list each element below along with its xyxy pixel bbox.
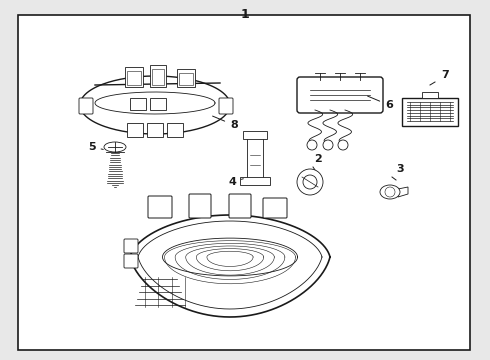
Text: 4: 4	[228, 177, 244, 187]
Bar	[127, 71, 141, 85]
Ellipse shape	[380, 185, 400, 199]
Circle shape	[385, 187, 395, 197]
Polygon shape	[163, 238, 297, 276]
Text: 5: 5	[88, 142, 103, 152]
FancyBboxPatch shape	[229, 194, 251, 218]
FancyBboxPatch shape	[124, 239, 138, 253]
Text: 3: 3	[396, 164, 404, 174]
Bar	[179, 73, 193, 85]
Polygon shape	[130, 215, 330, 317]
Bar	[147, 123, 163, 137]
Bar	[150, 65, 166, 87]
Text: 8: 8	[213, 116, 238, 130]
FancyBboxPatch shape	[18, 15, 470, 350]
Bar	[127, 123, 143, 137]
Bar	[152, 69, 164, 85]
Bar	[177, 69, 195, 87]
Circle shape	[297, 169, 323, 195]
FancyBboxPatch shape	[148, 196, 172, 218]
FancyBboxPatch shape	[124, 254, 138, 268]
FancyBboxPatch shape	[219, 98, 233, 114]
Text: 6: 6	[368, 96, 393, 110]
Bar	[150, 98, 166, 110]
Bar	[247, 138, 263, 180]
Ellipse shape	[104, 142, 126, 152]
Polygon shape	[398, 187, 408, 197]
Circle shape	[323, 140, 333, 150]
Bar	[402, 98, 458, 126]
Text: 1: 1	[241, 8, 249, 21]
FancyBboxPatch shape	[263, 198, 287, 218]
Bar	[125, 67, 143, 87]
Bar	[167, 123, 183, 137]
Bar	[130, 98, 146, 110]
Bar	[240, 177, 270, 185]
Circle shape	[303, 175, 317, 189]
Bar	[243, 131, 267, 139]
Polygon shape	[80, 76, 230, 134]
Circle shape	[338, 140, 348, 150]
Text: 2: 2	[314, 154, 322, 164]
Bar	[422, 92, 438, 98]
Polygon shape	[95, 92, 215, 114]
FancyBboxPatch shape	[297, 77, 383, 113]
FancyBboxPatch shape	[189, 194, 211, 218]
Circle shape	[307, 140, 317, 150]
Text: 7: 7	[441, 70, 449, 80]
FancyBboxPatch shape	[79, 98, 93, 114]
